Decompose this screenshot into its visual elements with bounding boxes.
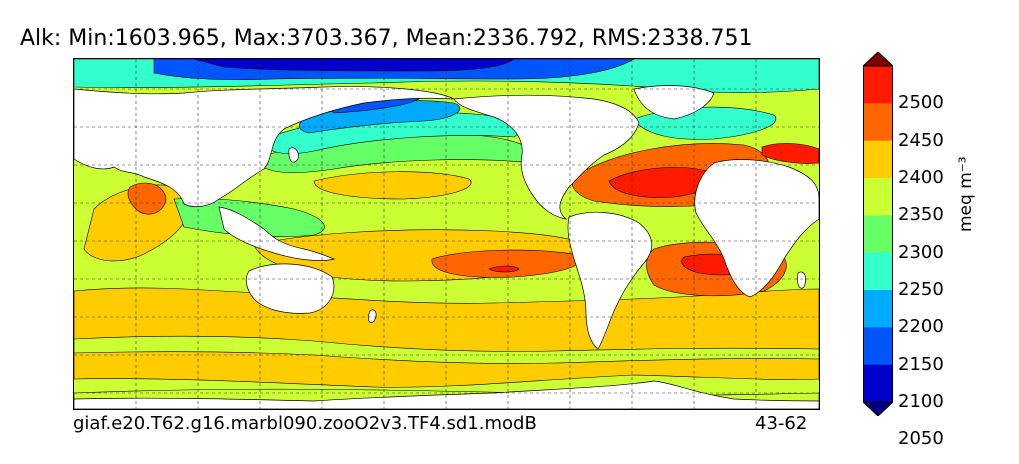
colorbar-segment	[863, 178, 893, 216]
land-new-zealand	[368, 309, 377, 323]
colorbar-extend-max	[863, 52, 893, 67]
colorbar-tick-label: 2200	[898, 316, 944, 338]
colorbar-segment	[863, 327, 893, 366]
colorbar-tick-label: 2050	[898, 428, 944, 450]
land-north-america	[453, 94, 640, 220]
colorbar-segments	[863, 52, 893, 416]
colorbar-tick-label: 2400	[898, 167, 944, 188]
colorbar-tick-label: 2300	[898, 241, 944, 263]
map-panel	[73, 58, 820, 410]
years-label: 43-62	[755, 413, 808, 434]
colorbar-tick-label: 2150	[898, 353, 944, 375]
case-name-label: giaf.e20.T62.g16.marbl090.zooO2v3.TF4.sd…	[73, 413, 537, 434]
land-madagascar	[797, 271, 806, 289]
alkalinity-map	[74, 59, 819, 409]
land-south-america	[567, 211, 652, 350]
colorbar-segment	[863, 140, 893, 179]
colorbar-tick-label: 2350	[898, 204, 944, 226]
colorbar-tick-label: 2100	[898, 391, 944, 412]
north-pacific-orange	[313, 171, 472, 200]
colorbar-segment	[863, 66, 893, 104]
colorbar-extend-min	[863, 401, 893, 416]
land-indonesia	[218, 206, 336, 261]
land-masses	[74, 85, 819, 409]
land-greenland	[633, 85, 715, 120]
south-pacific-core	[488, 265, 520, 273]
mediterranean-red	[761, 143, 819, 164]
land-japan	[288, 147, 299, 163]
arabian-sea-red	[127, 182, 167, 215]
land-australia	[245, 263, 335, 314]
colorbar-segment	[863, 364, 893, 403]
plot-title: Alk: Min:1603.965, Max:3703.367, Mean:23…	[20, 26, 753, 51]
colorbar-segment	[863, 103, 893, 142]
colorbar-tick-label: 2450	[898, 129, 944, 151]
graticule	[74, 59, 819, 409]
colorbar-tick-label: 2250	[898, 279, 944, 300]
colorbar-segment	[863, 252, 893, 291]
colorbar-tick-label: 2500	[898, 92, 944, 114]
colorbar	[863, 52, 893, 416]
land-africa	[694, 159, 819, 298]
colorbar-unit-label: meq m⁻³	[956, 156, 976, 232]
colorbar-segment	[863, 215, 893, 254]
colorbar-frame	[863, 65, 893, 403]
colorbar-segment	[863, 290, 893, 328]
arctic-darkblue	[193, 59, 515, 72]
